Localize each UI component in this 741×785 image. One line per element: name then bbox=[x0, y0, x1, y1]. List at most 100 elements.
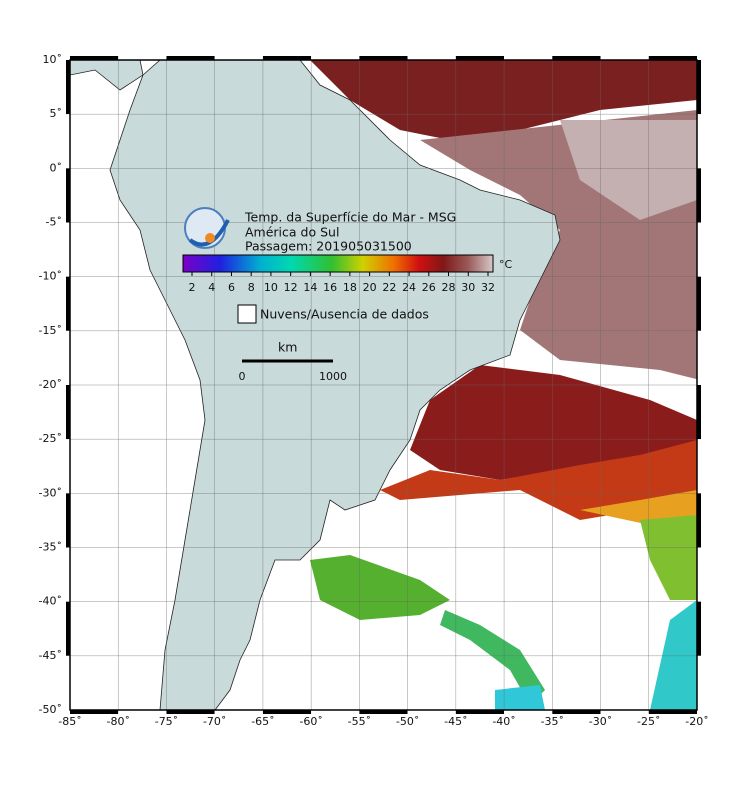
sst-patch bbox=[560, 120, 697, 220]
frame-segment bbox=[504, 710, 553, 714]
frame-segment bbox=[455, 56, 505, 60]
lon-label: -50˚ bbox=[396, 715, 419, 728]
legend-title: Temp. da Superfície do Mar - MSG bbox=[244, 210, 456, 225]
sst-patch bbox=[580, 490, 697, 525]
frame-segment bbox=[66, 601, 70, 656]
frame-segment bbox=[66, 439, 70, 494]
frame-segment bbox=[359, 56, 408, 60]
lat-label: -5˚ bbox=[46, 216, 62, 229]
legend-title: América do Sul bbox=[245, 225, 339, 240]
frame-segment bbox=[70, 710, 119, 714]
lat-label: -45˚ bbox=[39, 649, 62, 662]
lat-label: -30˚ bbox=[39, 486, 62, 499]
frame-segment bbox=[504, 56, 553, 60]
legend-title: Passagem: 201905031500 bbox=[245, 239, 412, 254]
lat-label: -15˚ bbox=[39, 324, 62, 337]
lat-label: 0˚ bbox=[50, 161, 63, 174]
frame-segment bbox=[455, 710, 505, 714]
colorbar-tick-label: 26 bbox=[422, 281, 436, 294]
frame-segment bbox=[697, 60, 701, 115]
lat-label: -35˚ bbox=[39, 541, 62, 554]
frame-segment bbox=[66, 60, 70, 115]
frame-segment bbox=[407, 710, 456, 714]
no-data-swatch bbox=[237, 304, 257, 324]
lon-label: -65˚ bbox=[251, 715, 274, 728]
frame-segment bbox=[262, 56, 312, 60]
frame-segment bbox=[70, 56, 119, 60]
frame-segment bbox=[66, 493, 70, 548]
sst-patch bbox=[440, 610, 545, 705]
lat-label: -20˚ bbox=[39, 378, 62, 391]
frame-segment bbox=[697, 168, 701, 223]
frame-segment bbox=[697, 493, 701, 548]
frame-segment bbox=[697, 601, 701, 656]
colorbar-tick-label: 32 bbox=[481, 281, 495, 294]
frame-segment bbox=[66, 547, 70, 602]
frame-segment bbox=[697, 276, 701, 331]
lon-label: -70˚ bbox=[203, 715, 226, 728]
frame-segment bbox=[359, 710, 408, 714]
sst-patch bbox=[380, 440, 697, 520]
frame-segment bbox=[311, 710, 360, 714]
colorbar-ticks: 2 4 6 8 10 12 14 16 18 20 22 24 26 28 30 32 bbox=[189, 272, 495, 294]
frame-segment bbox=[648, 56, 697, 60]
frame-segment bbox=[697, 439, 701, 494]
colorbar-tick-label: 4 bbox=[208, 281, 215, 294]
frame-segment bbox=[118, 710, 167, 714]
frame-segment bbox=[311, 56, 360, 60]
sst-patch bbox=[495, 685, 545, 710]
sst-patch bbox=[410, 365, 697, 480]
frame-segment bbox=[214, 710, 263, 714]
colorbar-tick-label: 10 bbox=[264, 281, 278, 294]
legend: Temp. da Superfície do Mar - MSG América… bbox=[182, 207, 513, 383]
lon-label: -25˚ bbox=[637, 715, 660, 728]
colorbar-tick-label: 22 bbox=[382, 281, 396, 294]
frame-segment bbox=[600, 710, 649, 714]
frame-segment bbox=[66, 276, 70, 331]
land-shape bbox=[70, 60, 144, 91]
colorbar-tick-label: 28 bbox=[442, 281, 456, 294]
lon-label: -20˚ bbox=[685, 715, 708, 728]
frame bbox=[69, 59, 698, 711]
lat-label: -25˚ bbox=[39, 432, 62, 445]
sst-layer bbox=[310, 60, 697, 710]
frame-segment bbox=[697, 114, 701, 169]
lat-label: 5˚ bbox=[50, 107, 63, 120]
frame-segment bbox=[552, 56, 601, 60]
frame-segment bbox=[697, 547, 701, 602]
sst-patch bbox=[310, 60, 697, 140]
frame-segment bbox=[66, 330, 70, 385]
frame-segment bbox=[697, 655, 701, 710]
frame-segment bbox=[648, 710, 697, 714]
colorbar-tick-label: 16 bbox=[323, 281, 337, 294]
colorbar-tick-label: 24 bbox=[402, 281, 416, 294]
frame-segment bbox=[262, 710, 312, 714]
lon-label: -35˚ bbox=[541, 715, 564, 728]
colorbar bbox=[182, 254, 494, 273]
lat-label: 10˚ bbox=[43, 53, 63, 66]
colorbar-tick-label: 14 bbox=[303, 281, 317, 294]
lon-label: -45˚ bbox=[444, 715, 467, 728]
lon-label: -60˚ bbox=[299, 715, 322, 728]
frame-segment bbox=[552, 710, 601, 714]
logo-sun bbox=[205, 233, 215, 243]
lon-label: -75˚ bbox=[155, 715, 178, 728]
colorbar-tick-label: 8 bbox=[248, 281, 255, 294]
lon-label: -55˚ bbox=[348, 715, 371, 728]
lon-label: -85˚ bbox=[58, 715, 81, 728]
colorbar-tick-label: 30 bbox=[461, 281, 475, 294]
colorbar-tick-label: 18 bbox=[343, 281, 357, 294]
frame-segment bbox=[214, 56, 263, 60]
frame-segment bbox=[66, 114, 70, 169]
grid bbox=[66, 56, 701, 714]
scale-label: 1000 bbox=[319, 370, 347, 383]
sst-patch bbox=[310, 555, 450, 620]
colorbar-unit: °C bbox=[499, 258, 513, 271]
scale-label: 0 bbox=[239, 370, 246, 383]
frame-segment bbox=[66, 655, 70, 710]
lon-label: -40˚ bbox=[492, 715, 515, 728]
sst-patch bbox=[650, 600, 697, 710]
scale-unit: km bbox=[278, 340, 297, 355]
